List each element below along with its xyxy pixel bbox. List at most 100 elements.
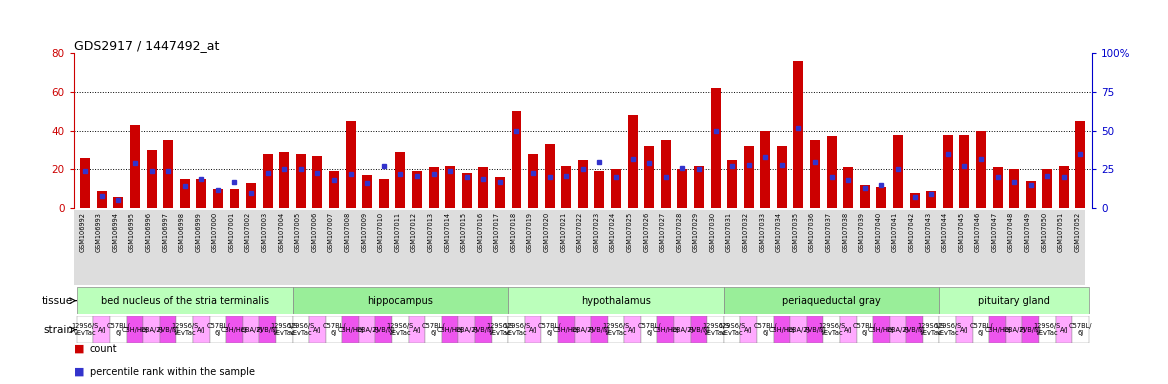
Text: GSM106992: GSM106992 [79,212,85,252]
Bar [973,316,989,343]
Bar [378,179,389,208]
Text: C57BL/
6J: C57BL/ 6J [538,323,562,336]
Bar [263,154,272,208]
Bar [342,316,359,343]
Text: periaqueductal gray: periaqueductal gray [783,296,881,306]
Text: GSM107041: GSM107041 [892,212,898,252]
Bar [524,316,541,343]
Text: C3H/HeJ: C3H/HeJ [653,327,679,333]
Text: FVB/NJ: FVB/NJ [904,327,925,333]
Text: 129S6/S
vEvTac: 129S6/S vEvTac [171,323,199,336]
Bar [229,189,239,208]
Text: 129S6/S
vEvTac: 129S6/S vEvTac [934,323,961,336]
Bar [296,154,306,208]
Text: count: count [90,344,118,354]
Bar [461,173,472,208]
Bar [412,171,422,208]
Text: GSM107001: GSM107001 [229,212,235,252]
Bar [976,131,986,208]
Text: DBA/2J: DBA/2J [887,327,909,333]
Bar [906,316,923,343]
Text: GSM107005: GSM107005 [294,212,301,252]
Bar [81,158,90,208]
Bar [843,167,853,208]
Bar [326,316,342,343]
Text: C57BL/
6J: C57BL/ 6J [753,323,777,336]
Text: GSM107016: GSM107016 [478,212,484,252]
Text: GSM106995: GSM106995 [128,212,135,252]
Text: GSM106993: GSM106993 [96,212,102,252]
Text: GSM107013: GSM107013 [427,212,433,252]
Text: GSM107000: GSM107000 [211,212,218,252]
Text: GSM107026: GSM107026 [644,212,649,252]
Text: A/J: A/J [197,327,206,333]
Bar [989,316,1006,343]
Text: GSM107044: GSM107044 [941,212,947,252]
Bar [243,316,259,343]
Text: GSM107012: GSM107012 [411,212,417,252]
Text: FVB/NJ: FVB/NJ [257,327,278,333]
Text: C3H/HeJ: C3H/HeJ [221,327,248,333]
Text: A/J: A/J [628,327,637,333]
Text: 129S6/S
vEvTac: 129S6/S vEvTac [603,323,630,336]
Bar [329,171,339,208]
Bar [645,146,654,208]
Bar [442,316,458,343]
Text: pituitary gland: pituitary gland [978,296,1050,306]
Text: hypothalamus: hypothalamus [580,296,651,306]
Text: 129S6/S
vEvTac: 129S6/S vEvTac [818,323,846,336]
Text: DBA/2J: DBA/2J [356,327,378,333]
Text: GSM107028: GSM107028 [676,212,682,252]
Text: GSM107003: GSM107003 [262,212,267,252]
Bar [1072,316,1089,343]
Text: C3H/HeJ: C3H/HeJ [437,327,464,333]
Text: DBA/2J: DBA/2J [672,327,694,333]
Bar [728,160,737,208]
Text: GSM106997: GSM106997 [162,212,168,252]
Bar [611,169,621,208]
Bar [97,191,106,208]
Text: GSM107015: GSM107015 [460,212,467,252]
Text: C57BL/
6J: C57BL/ 6J [206,323,230,336]
Bar [279,152,290,208]
Bar [674,316,690,343]
Text: GSM107020: GSM107020 [543,212,550,252]
Text: C3H/HeJ: C3H/HeJ [121,327,148,333]
Bar [126,316,144,343]
Text: GSM107007: GSM107007 [328,212,334,252]
Text: GSM107033: GSM107033 [759,212,765,252]
Bar [744,146,753,208]
Bar [827,136,836,208]
Text: C3H/HeJ: C3H/HeJ [868,327,895,333]
Text: GSM107009: GSM107009 [361,212,367,252]
Bar [957,316,973,343]
Text: DBA/2J: DBA/2J [140,327,162,333]
Bar [1009,169,1020,208]
Text: GSM107040: GSM107040 [875,212,882,252]
Text: 129S6/S
vEvTac: 129S6/S vEvTac [918,323,945,336]
Text: C3H/HeJ: C3H/HeJ [338,327,364,333]
Text: C3H/HeJ: C3H/HeJ [985,327,1011,333]
Text: GSM107051: GSM107051 [1058,212,1064,252]
Text: GSM107024: GSM107024 [610,212,616,252]
Text: 129S6/S
vEvTac: 129S6/S vEvTac [702,323,729,336]
Text: GSM107008: GSM107008 [345,212,350,252]
Text: 129S6/S
vEvTac: 129S6/S vEvTac [387,323,413,336]
Text: FVB/NJ: FVB/NJ [589,327,611,333]
Bar [425,316,442,343]
Bar [658,316,674,343]
Text: GSM107050: GSM107050 [1042,212,1048,252]
Text: GSM107022: GSM107022 [577,212,583,252]
Text: strain: strain [43,324,74,335]
Bar [959,134,969,208]
Text: DBA/2J: DBA/2J [1003,327,1026,333]
Bar [894,134,903,208]
Text: A/J: A/J [744,327,753,333]
Bar [578,160,588,208]
Text: C57BL/
6J: C57BL/ 6J [853,323,876,336]
Bar [146,150,157,208]
Text: GDS2917 / 1447492_at: GDS2917 / 1447492_at [74,39,218,52]
Text: GSM107038: GSM107038 [842,212,848,252]
Bar [607,316,625,343]
Text: GSM107047: GSM107047 [992,212,997,252]
